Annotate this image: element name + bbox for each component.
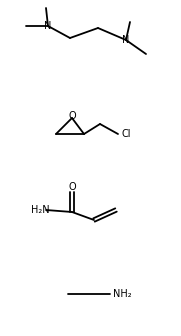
Text: O: O: [68, 182, 76, 192]
Text: N: N: [44, 21, 52, 31]
Text: H₂N: H₂N: [31, 205, 49, 215]
Text: Cl: Cl: [121, 129, 131, 139]
Text: O: O: [68, 111, 76, 121]
Text: N: N: [122, 35, 130, 45]
Text: NH₂: NH₂: [113, 289, 131, 299]
